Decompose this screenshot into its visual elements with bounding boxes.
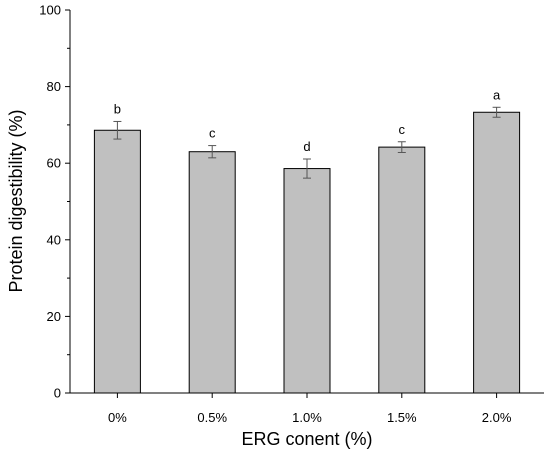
bar [283, 168, 331, 394]
x-tick-label: 2.0% [482, 410, 512, 425]
y-axis-ticks: 0 20 40 60 80 100 [39, 3, 70, 401]
x-tick-label: 1.0% [292, 410, 322, 425]
significance-labels: b c d c a [114, 87, 501, 154]
y-tick-label: 20 [47, 309, 61, 324]
bar [378, 146, 426, 394]
y-axis-title: Protein digestibility (%) [6, 109, 26, 292]
bar [473, 111, 521, 394]
error-bars [113, 106, 501, 179]
y-tick-label: 100 [39, 3, 61, 18]
x-axis-title: ERG conent (%) [241, 429, 372, 449]
bar [188, 151, 236, 394]
x-tick-label: 0% [108, 410, 127, 425]
significance-letter: d [303, 139, 310, 154]
x-tick-label: 0.5% [197, 410, 227, 425]
significance-letter: c [209, 126, 216, 141]
plot-area: 0 20 40 60 80 100 0% 0.5% 1.0% 1.5% 2.0% b c d c a [39, 3, 544, 425]
significance-letter: b [114, 101, 121, 116]
y-tick-label: 40 [47, 232, 61, 247]
y-tick-label: 80 [47, 79, 61, 94]
significance-letter: a [493, 87, 501, 102]
y-tick-label: 60 [47, 156, 61, 171]
y-tick-label: 0 [54, 386, 61, 401]
bar [93, 129, 141, 394]
x-axis-ticks: 0% 0.5% 1.0% 1.5% 2.0% [108, 393, 512, 425]
bars [93, 111, 521, 394]
significance-letter: c [399, 122, 406, 137]
x-tick-label: 1.5% [387, 410, 417, 425]
